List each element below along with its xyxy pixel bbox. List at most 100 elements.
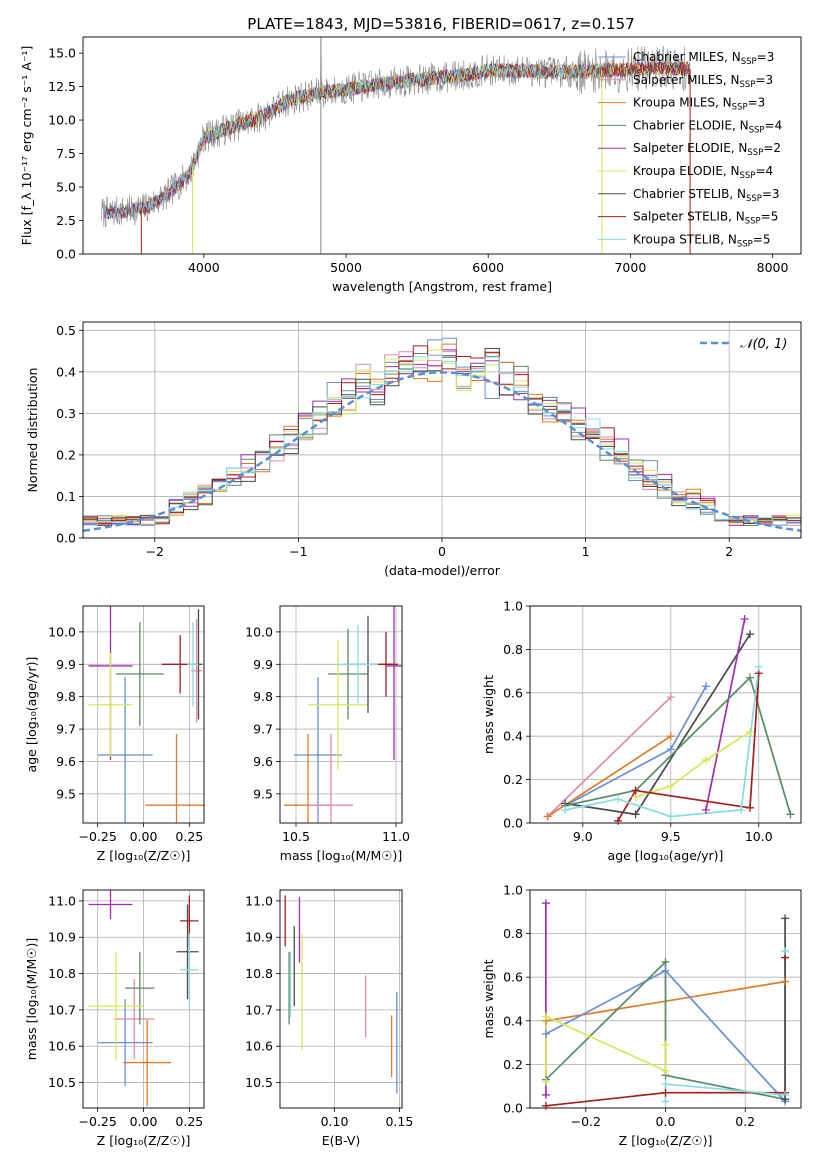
age-vs-mass-grid (280, 606, 402, 823)
legend-label: Salpeter ELODIE, NSSP=2 (633, 141, 781, 158)
residuals-axes: −2 −1 0 1 2 0.0 0.1 0.2 0.3 0.4 0.5 (data-model)/er… (25, 321, 802, 578)
mass-weight-marker (661, 1088, 670, 1097)
mass-weight-line (545, 1015, 667, 1082)
mass-weight-marker (541, 1101, 550, 1110)
weight-vs-age-xtick-label: 10.0 (745, 829, 773, 844)
mass-vs-EBV-grid (280, 890, 402, 1108)
mass-weight-marker (661, 957, 670, 966)
mass-vs-Z-xtick-label: −0.25 (79, 1114, 117, 1129)
age-vs-Z-xtick-label: 0.25 (175, 829, 203, 844)
mass-vs-EBV-xtick-label: 0.10 (321, 1114, 349, 1129)
mass-weight-line (547, 696, 672, 818)
residuals-frame (82, 321, 802, 539)
mass-vs-Z-ytick-label: 11.0 (48, 893, 76, 908)
mass-weight-line (705, 618, 746, 811)
mass-weight-marker (666, 693, 675, 702)
mass-weight-marker (745, 673, 754, 682)
mass-weight-marker (541, 1029, 550, 1038)
mass-vs-Z-ytick-label: 10.6 (48, 1039, 76, 1054)
mass-weight-marker (541, 1077, 550, 1086)
mass-weight-marker (781, 1095, 790, 1104)
spectrum-ytick-label: 2.5 (56, 213, 76, 228)
residuals-ytick-label: 0.2 (56, 447, 76, 462)
figure-title: PLATE=1843, MJD=53816, FIBERID=0617, z=0… (247, 15, 634, 33)
weight-vs-age-xtick-label: 9.0 (573, 829, 593, 844)
mass-weight-marker (631, 786, 640, 795)
mass-vs-Z-xtick-label: 0.00 (130, 1114, 158, 1129)
age-vs-Z-grid (83, 606, 204, 823)
mass-weight-marker (781, 914, 790, 923)
mass-weight-marker (613, 816, 622, 825)
spectrum-xtick-label: 4000 (188, 260, 220, 275)
mass-vs-EBV-plot-area (284, 895, 398, 1094)
mass-vs-Z-plot-area (88, 890, 199, 1107)
mass-weight-marker (737, 805, 746, 814)
mass-weight-line (545, 959, 786, 1101)
mass-weight-marker (661, 1066, 670, 1075)
plots-layer: 4000 5000 6000 7000 80000.02.55.07.510.012.5… (19, 36, 802, 1148)
spectrum-legend: Chabrier MILES, NSSP=3 Salpeter MILES, NS… (598, 50, 782, 249)
age-vs-mass-plot-area (284, 606, 402, 823)
spectrum-xtick-label: 8000 (757, 260, 789, 275)
spectrum-xtick-label: 7000 (614, 260, 646, 275)
model-spectrum-line (103, 63, 603, 219)
age-vs-mass-frame (279, 605, 403, 824)
spectrum-ytick-label: 5.0 (56, 180, 76, 195)
weight-vs-age-xtick-label: 9.5 (661, 829, 681, 844)
mass-vs-EBV-axes: 0.10 0.15 10.5 10.6 10.7 10.8 10.9 11.0 E(B-V) (245, 889, 413, 1148)
mass-weight-marker (561, 805, 570, 814)
legend-label: Kroupa ELODIE, NSSP=4 (633, 164, 773, 181)
weight-vs-age-ytick-label: 0.2 (503, 772, 523, 787)
mass-weight-line (635, 731, 751, 798)
weight-vs-Z-xlabel: Z [log₁₀(Z/Z☉)] (619, 1133, 713, 1148)
weight-vs-age-ylabel: mass weight (481, 675, 496, 754)
spectrum-ytick-label: 15.0 (48, 46, 76, 61)
mass-weight-marker (745, 727, 754, 736)
spectrum-plot-area (101, 37, 691, 254)
residuals-ytick-label: 0.5 (56, 323, 76, 338)
age-vs-Z-ytick-label: 9.6 (56, 754, 76, 769)
mass-weight-marker (754, 662, 763, 671)
weight-vs-age-ytick-label: 0.6 (503, 685, 523, 700)
model-spectrum-line (103, 60, 690, 219)
mass-vs-Z-grid (83, 890, 204, 1108)
mass-weight-marker (701, 805, 710, 814)
residuals-xtick-label: −1 (289, 544, 307, 559)
weight-vs-Z-ylabel: mass weight (481, 959, 496, 1038)
mass-weight-marker (786, 810, 795, 819)
mass-vs-Z-axes: −0.25 0.00 0.25 10.5 10.6 10.7 10.8 10.9 11.0 Z [… (24, 889, 205, 1148)
age-vs-Z-xtick-label: −0.25 (79, 829, 117, 844)
mass-vs-Z-xtick-label: 0.25 (175, 1114, 203, 1129)
mass-weight-marker (666, 782, 675, 791)
residual-histogram-line (83, 345, 801, 526)
weight-vs-Z-ytick-label: 0.2 (503, 1057, 523, 1072)
age-vs-mass-ytick-label: 9.8 (253, 689, 273, 704)
weight-vs-age-ytick-label: 0.8 (503, 642, 523, 657)
age-vs-Z-xtick-label: 0.00 (130, 829, 158, 844)
mass-vs-EBV-ytick-label: 10.8 (245, 966, 273, 981)
mass-weight-marker (661, 1080, 670, 1089)
residuals-xtick-label: −2 (146, 544, 164, 559)
legend-label: Kroupa STELIB, NSSP=5 (633, 232, 771, 249)
age-vs-Z-frame (82, 605, 205, 824)
residuals-plot-area (83, 337, 801, 532)
residuals-xlabel: (data-model)/error (384, 563, 501, 578)
normal-curve-line (83, 371, 801, 532)
mass-vs-EBV-ytick-label: 11.0 (245, 893, 273, 908)
spectrum-xlabel: wavelength [Angstrom, rest frame] (332, 279, 552, 294)
weight-vs-Z-frame (529, 889, 802, 1109)
mass-vs-EBV-xlabel: E(B-V) (322, 1133, 361, 1148)
spectrum-ytick-label: 0.0 (56, 247, 76, 262)
mass-vs-Z-ytick-label: 10.7 (48, 1002, 76, 1017)
mass-weight-marker (666, 745, 675, 754)
mass-vs-EBV-ytick-label: 10.7 (245, 1002, 273, 1017)
spectrum-xtick-label: 6000 (472, 260, 504, 275)
mass-weight-marker (745, 630, 754, 639)
spectrum-xtick-label: 5000 (330, 260, 362, 275)
mass-vs-Z-xlabel: Z [log₁₀(Z/Z☉)] (97, 1133, 191, 1148)
spectrum-ylabel: Flux [f_λ 10⁻¹⁷ erg cm⁻² s⁻¹ A⁻¹] (19, 46, 34, 246)
age-vs-Z-axes: −0.25 0.00 0.25 9.5 9.6 9.7 9.8 9.9 10.0 Z [log₁₀… (24, 605, 205, 863)
mass-weight-line (617, 673, 760, 822)
residual-histogram-line (83, 354, 801, 526)
